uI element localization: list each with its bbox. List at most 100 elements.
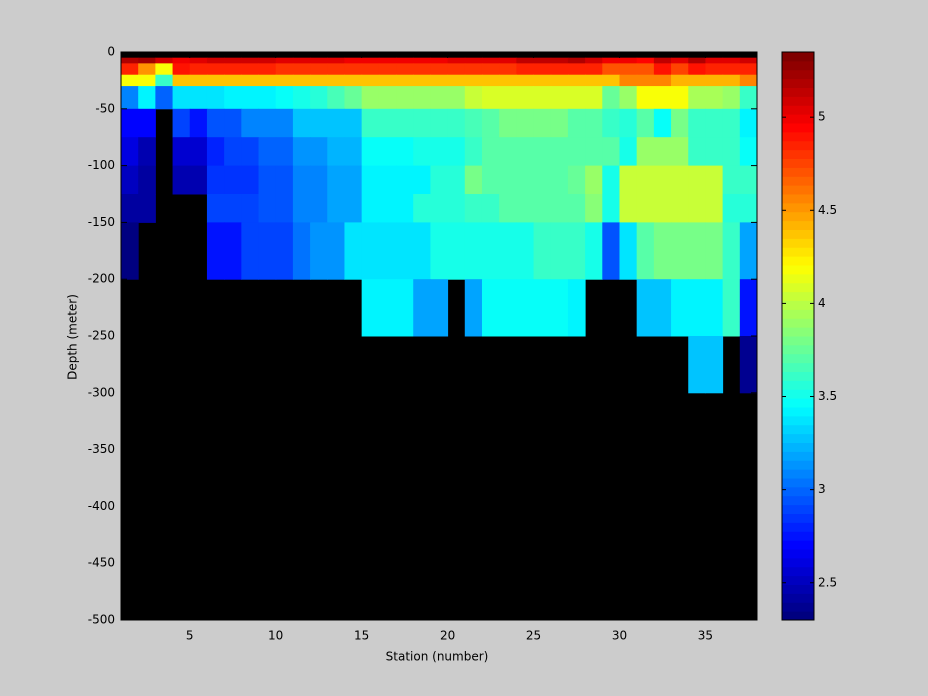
- heat-cell: [602, 86, 620, 110]
- colorbar-swatch: [782, 424, 814, 435]
- heat-cell: [585, 57, 603, 64]
- colorbar-swatch: [782, 398, 814, 408]
- heat-cell: [241, 63, 260, 76]
- heat-cell: [722, 63, 741, 76]
- heat-cell: [121, 165, 139, 195]
- heat-cell: [739, 57, 758, 64]
- heat-cell: [327, 137, 345, 167]
- colorbar-swatch: [782, 389, 814, 399]
- heat-cell: [533, 86, 552, 110]
- colorbar-swatch: [782, 247, 814, 257]
- heat-cell: [671, 222, 689, 280]
- heat-cell: [275, 86, 294, 110]
- heat-cell: [464, 86, 483, 110]
- heat-cell: [310, 222, 328, 280]
- heat-cell: [361, 74, 380, 87]
- colorbar-swatch: [782, 486, 814, 497]
- heat-cell: [121, 108, 139, 138]
- heat-cell: [567, 108, 586, 138]
- colorbar-swatch: [782, 362, 814, 372]
- heat-cell: [447, 222, 466, 280]
- heat-cell: [636, 74, 655, 87]
- heat-cell: [636, 86, 655, 110]
- heat-cell: [653, 137, 672, 167]
- heat-cell: [671, 194, 689, 223]
- heat-cell: [533, 57, 552, 64]
- heat-cell: [464, 194, 483, 223]
- heat-cell: [688, 222, 706, 280]
- heat-cell: [688, 137, 706, 167]
- heat-cell: [550, 194, 569, 223]
- heat-cell: [327, 165, 345, 195]
- heat-cell: [292, 137, 311, 167]
- colorbar-swatch: [782, 522, 814, 532]
- heat-cell: [413, 63, 431, 76]
- heat-cell: [688, 165, 706, 195]
- heat-cell: [481, 57, 500, 64]
- heat-cell: [413, 57, 431, 64]
- heat-cell: [567, 165, 586, 195]
- heat-cell: [258, 63, 277, 76]
- heat-cell: [705, 279, 724, 337]
- heat-cell: [344, 108, 363, 138]
- heat-cell: [516, 57, 535, 64]
- heat-cell: [310, 57, 328, 64]
- heat-cell: [224, 137, 242, 167]
- heat-cell: [602, 74, 620, 87]
- heat-cell: [292, 108, 311, 138]
- heat-cell: [189, 86, 208, 110]
- heat-cell: [206, 137, 225, 167]
- heat-cell: [138, 194, 156, 223]
- heat-cell: [653, 222, 672, 280]
- heat-cell: [739, 108, 758, 138]
- heat-cell: [241, 165, 260, 195]
- colorbar-swatch: [782, 611, 814, 621]
- heat-cell: [653, 194, 672, 223]
- heat-cell: [739, 137, 758, 167]
- heat-cell: [585, 63, 603, 76]
- heat-cell: [705, 86, 724, 110]
- heat-cell: [396, 108, 414, 138]
- y-tick-label: -250: [88, 329, 115, 343]
- heat-cell: [567, 137, 586, 167]
- colorbar-swatch: [782, 185, 814, 195]
- heat-cell: [413, 86, 431, 110]
- heat-cell: [705, 108, 724, 138]
- heat-cell: [378, 57, 397, 64]
- heat-cell: [121, 194, 139, 223]
- colorbar-swatch: [782, 344, 814, 355]
- colorbar-swatch: [782, 469, 814, 479]
- heat-cell: [206, 86, 225, 110]
- heat-cell: [739, 63, 758, 76]
- heat-cell: [739, 74, 758, 87]
- heat-cell: [516, 222, 535, 280]
- colorbar-swatch: [782, 602, 814, 612]
- colorbar-swatch: [782, 140, 814, 151]
- heat-cell: [396, 86, 414, 110]
- heat-cell: [619, 86, 638, 110]
- heat-cell: [258, 86, 277, 110]
- heat-cell: [619, 194, 638, 223]
- heat-cell: [258, 57, 277, 64]
- heat-cell: [413, 222, 431, 280]
- heat-cell: [550, 74, 569, 87]
- colorbar-swatch: [782, 380, 814, 390]
- heat-cell: [275, 165, 294, 195]
- heat-cell: [138, 137, 156, 167]
- heat-cell: [636, 194, 655, 223]
- heat-cell: [481, 108, 500, 138]
- heat-cell: [464, 108, 483, 138]
- heat-cell: [430, 279, 449, 337]
- heat-cell: [172, 137, 191, 167]
- heat-cell: [688, 86, 706, 110]
- heat-cell: [550, 165, 569, 195]
- colorbar-swatch: [782, 265, 814, 275]
- heat-cell: [361, 165, 380, 195]
- heat-cell: [722, 279, 741, 337]
- heat-cell: [121, 74, 139, 87]
- heat-cell: [378, 108, 397, 138]
- heat-cell: [396, 74, 414, 87]
- heat-cell: [413, 137, 431, 167]
- heat-cell: [705, 57, 724, 64]
- heat-cell: [619, 137, 638, 167]
